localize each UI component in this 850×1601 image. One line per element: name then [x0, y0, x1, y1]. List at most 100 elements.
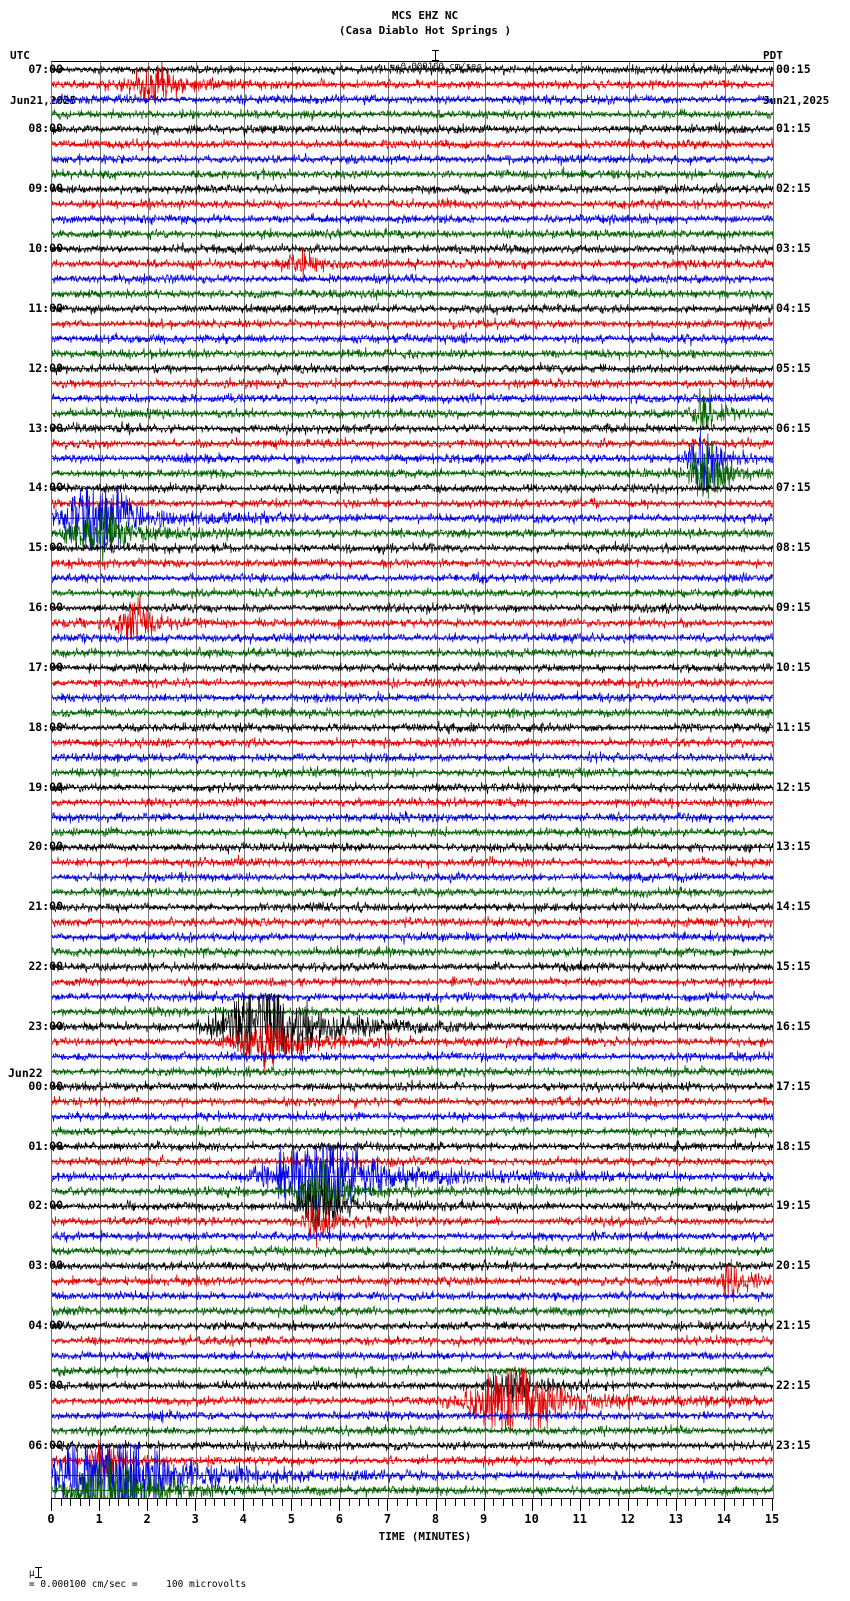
trace-row-14	[52, 273, 773, 285]
x-tick-minor	[109, 1498, 110, 1506]
x-tick-major-15	[772, 1498, 773, 1511]
trace-row-53	[52, 854, 773, 869]
hour-label-right-1015: 10:15	[776, 659, 811, 674]
trace-row-79	[52, 1244, 773, 1258]
trace-row-45	[52, 736, 773, 750]
x-tick-minor	[503, 1498, 504, 1506]
trace-row-50	[52, 810, 773, 824]
hour-label-right-1915: 19:15	[776, 1198, 811, 1213]
hour-label-left-0600: 06:00	[28, 1437, 63, 1452]
x-tick-minor	[330, 1498, 331, 1506]
x-tick-label-2: 2	[143, 1512, 151, 1526]
trace-row-15	[52, 287, 773, 301]
chart-title-block: MCS EHZ NC (Casa Diablo Hot Springs )	[0, 8, 850, 38]
x-tick-minor	[551, 1498, 552, 1506]
x-tick-minor	[493, 1498, 494, 1506]
hour-label-left-0500: 05:00	[28, 1377, 63, 1392]
trace-row-24	[52, 421, 773, 436]
x-tick-major-5	[291, 1498, 292, 1511]
hour-label-left-1000: 10:00	[28, 241, 63, 255]
x-tick-minor	[685, 1498, 686, 1506]
trace-row-57	[52, 915, 773, 929]
trace-row-78	[52, 1229, 773, 1243]
trace-row-73	[52, 1154, 773, 1168]
trace-row-30	[52, 486, 773, 551]
trace-row-81	[52, 1258, 773, 1303]
trace-row-75	[52, 1159, 773, 1221]
trace-row-28	[52, 481, 773, 495]
hour-label-right-1315: 13:15	[776, 839, 811, 854]
hour-label-left-0900: 09:00	[28, 181, 63, 196]
x-tick-minor	[311, 1498, 312, 1506]
x-tick-minor	[128, 1498, 129, 1506]
x-tick-minor	[301, 1498, 302, 1506]
x-tick-minor	[157, 1498, 158, 1506]
x-tick-minor	[368, 1498, 369, 1506]
x-axis-title: TIME (MINUTES)	[378, 1530, 472, 1543]
trace-row-82	[52, 1290, 773, 1303]
trace-row-70	[52, 1110, 773, 1124]
x-tick-label-3: 3	[191, 1512, 199, 1526]
x-tick-minor	[253, 1498, 254, 1506]
x-tick-minor	[589, 1498, 590, 1506]
trace-row-17	[52, 316, 773, 331]
hour-label-right-0315: 03:15	[776, 241, 811, 255]
trace-row-51	[52, 826, 773, 839]
trace-row-27	[52, 440, 773, 500]
x-tick-minor	[637, 1498, 638, 1506]
x-tick-major-11	[580, 1498, 581, 1511]
trace-row-90	[52, 1408, 773, 1424]
hour-label-left-0000: 00:00	[28, 1078, 63, 1093]
x-tick-minor	[599, 1498, 600, 1506]
footer-micro-prefix: μ	[28, 1568, 35, 1579]
x-tick-major-10	[532, 1498, 533, 1511]
trace-row-65	[52, 1019, 773, 1074]
hour-label-left-0800: 08:00	[28, 121, 63, 136]
trace-row-7	[52, 166, 773, 181]
trace-row-58	[52, 930, 773, 945]
hour-label-right-1415: 14:15	[776, 899, 811, 914]
hour-label-left-2200: 22:00	[28, 959, 63, 973]
hour-label-right-1815: 18:15	[776, 1138, 811, 1153]
trace-row-95	[52, 1458, 773, 1498]
trace-row-91	[52, 1424, 773, 1438]
hour-label-right-0515: 05:15	[776, 360, 811, 375]
trace-row-5	[52, 137, 773, 151]
trace-row-44	[52, 720, 773, 735]
trace-row-2	[52, 93, 773, 106]
trace-row-47	[52, 765, 773, 780]
x-tick-major-12	[628, 1498, 629, 1511]
header-left-tz-label: UTC	[10, 49, 30, 62]
x-tick-minor	[541, 1498, 542, 1506]
trace-row-11	[52, 227, 773, 241]
hour-label-right-0015: 00:15	[776, 61, 811, 76]
trace-row-80	[52, 1258, 773, 1273]
hour-label-right-1215: 12:15	[776, 779, 811, 794]
trace-row-36	[52, 602, 773, 616]
footer-scale-text: = 0.000100 cm/sec = 100 microvolts	[28, 1579, 247, 1590]
x-tick-minor	[176, 1498, 177, 1506]
x-tick-label-1: 1	[95, 1512, 103, 1526]
x-tick-minor	[522, 1498, 523, 1506]
x-tick-minor	[214, 1498, 215, 1506]
x-tick-major-3	[195, 1498, 196, 1511]
trace-row-84	[52, 1319, 773, 1333]
trace-row-56	[52, 901, 773, 915]
x-tick-major-8	[436, 1498, 437, 1511]
day-change-marker: Jun22	[8, 1065, 43, 1080]
x-tick-minor	[166, 1498, 167, 1506]
hour-label-right-0815: 08:15	[776, 540, 811, 555]
x-tick-major-4	[243, 1498, 244, 1511]
x-tick-minor	[695, 1498, 696, 1506]
x-tick-minor	[647, 1498, 648, 1506]
hour-label-left-1600: 16:00	[28, 600, 63, 614]
x-tick-major-0	[51, 1498, 52, 1511]
x-tick-minor	[512, 1498, 513, 1506]
x-tick-label-5: 5	[287, 1512, 295, 1526]
hour-label-left-1400: 14:00	[28, 480, 63, 495]
hour-label-right-0715: 07:15	[776, 480, 811, 495]
trace-row-72	[52, 1139, 773, 1153]
hour-label-left-2100: 21:00	[28, 899, 63, 914]
hour-label-left-1500: 15:00	[28, 540, 63, 555]
